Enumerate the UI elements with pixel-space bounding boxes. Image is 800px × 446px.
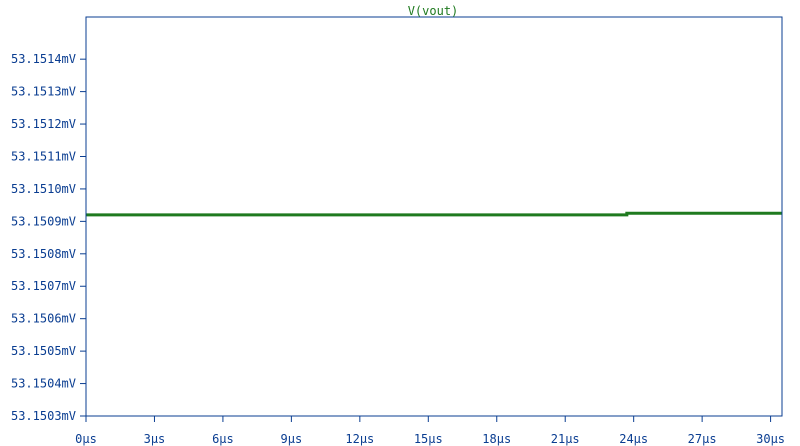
x-tick-label: 12µs [345, 432, 374, 446]
x-tick-label: 15µs [414, 432, 443, 446]
y-tick-label: 53.1512mV [11, 117, 76, 131]
y-tick-label: 53.1503mV [11, 409, 76, 423]
x-axis-ticks: 0µs 3µs 6µs 9µs 12µs 15µs 18µs 21µs 24µs 27µs 30µs [75, 416, 785, 446]
y-tick-label: 53.1507mV [11, 279, 76, 293]
x-tick-label: 0µs [75, 432, 97, 446]
y-tick-label: 53.1513mV [11, 85, 76, 99]
x-tick-label: 18µs [482, 432, 511, 446]
y-axis-ticks: 53.1503mV 53.1504mV 53.1505mV 53.1506mV 53.1… [11, 52, 86, 423]
y-tick-label: 53.1505mV [11, 344, 76, 358]
y-tick-label: 53.1510mV [11, 182, 76, 196]
x-tick-label: 9µs [281, 432, 303, 446]
x-tick-label: 3µs [144, 432, 166, 446]
x-tick-label: 21µs [551, 432, 580, 446]
x-tick-label: 30µs [756, 432, 785, 446]
plot-frame [85, 16, 783, 417]
chart-title: V(vout) [408, 4, 459, 18]
y-tick-label: 53.1509mV [11, 214, 76, 228]
x-tick-label: 24µs [619, 432, 648, 446]
y-tick-label: 53.1514mV [11, 52, 76, 66]
series-line-vout [86, 211, 782, 217]
x-tick-label: 6µs [212, 432, 234, 446]
y-tick-label: 53.1504mV [11, 377, 76, 391]
y-tick-label: 53.1511mV [11, 149, 76, 163]
y-tick-label: 53.1506mV [11, 312, 76, 326]
y-tick-label: 53.1508mV [11, 247, 76, 261]
x-tick-label: 27µs [688, 432, 717, 446]
